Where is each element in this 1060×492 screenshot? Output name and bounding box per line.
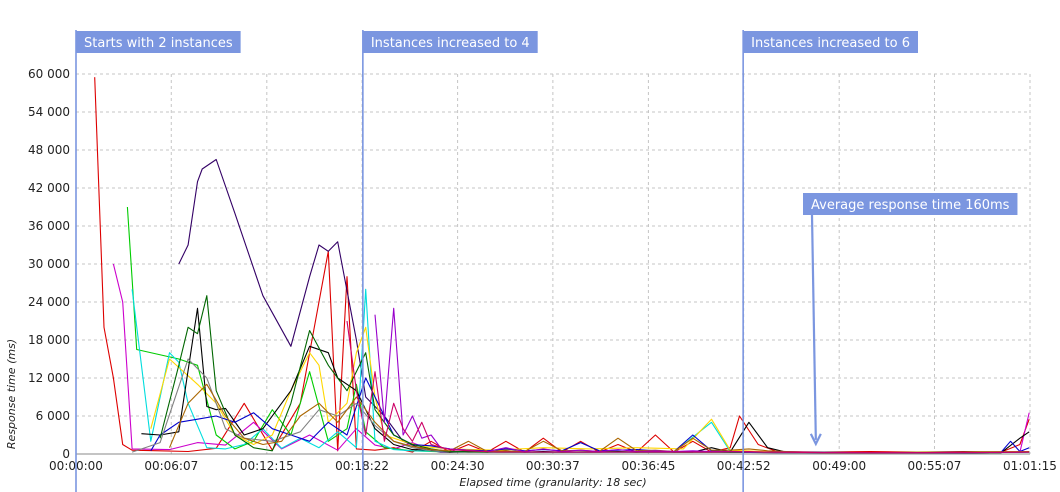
annotations: Starts with 2 instances Instances increas…: [75, 30, 1018, 492]
y-tick-label: 60 000: [28, 67, 70, 81]
annotation-box-4: [803, 193, 1018, 215]
y-tick-label: 0: [62, 447, 70, 461]
y-tick-label: 48 000: [28, 143, 70, 157]
y-tick-labels: 0 6 000 12 000 18 000 24 000 30 000 36 000 42 0…: [28, 67, 70, 461]
y-tick-label: 36 000: [28, 219, 70, 233]
x-tick-label: 00:30:37: [526, 459, 580, 473]
y-axis-title: Response time (ms): [5, 339, 18, 449]
y-tick-label: 54 000: [28, 105, 70, 119]
series-line-12: [374, 307, 1030, 454]
series-line-8: [150, 377, 1030, 454]
y-tick-label: 24 000: [28, 295, 70, 309]
series-line-7: [141, 307, 1030, 454]
series-line-5: [131, 288, 1030, 454]
annotation-text-2: Instances increased to 4: [371, 36, 530, 51]
series-lines: [94, 77, 1030, 454]
annotation-text-1: Starts with 2 instances: [84, 36, 233, 51]
y-tick-label: 30 000: [28, 257, 70, 271]
x-tick-label: 00:36:45: [621, 459, 675, 473]
annotation-arrowhead-4: [809, 433, 822, 447]
x-tick-label: 00:49:00: [812, 459, 866, 473]
annotation-text-3: Instances increased to 6: [751, 36, 910, 51]
annotation-text-4: Average response time 160ms: [811, 198, 1010, 213]
x-axis-title: Elapsed time (granularity: 18 sec): [459, 476, 646, 489]
y-tick-label: 12 000: [28, 371, 70, 385]
series-line-11: [168, 383, 1030, 454]
y-tick-label: 6 000: [36, 409, 70, 423]
series-line-1: [94, 77, 1030, 453]
x-tick-label: 00:24:30: [431, 459, 485, 473]
x-tick-label: 00:12:15: [240, 459, 294, 473]
x-tick-labels: 00:00:0000:06:0700:12:1500:18:2200:24:30…: [49, 459, 1057, 473]
series-line-13: [346, 320, 1030, 454]
x-tick-label: 01:01:15: [1003, 459, 1057, 473]
annotation-box-2: [362, 31, 538, 53]
grid-lines: [76, 73, 1031, 454]
annotation-box-1: [76, 31, 241, 53]
annotation-arrow-4: [810, 214, 817, 440]
x-tick-label: 00:06:07: [144, 459, 198, 473]
y-tick-label: 18 000: [28, 333, 70, 347]
series-line-2: [112, 263, 1030, 454]
x-tick-label: 00:55:07: [908, 459, 962, 473]
annotation-box-3: [743, 31, 918, 53]
y-tick-label: 42 000: [28, 181, 70, 195]
